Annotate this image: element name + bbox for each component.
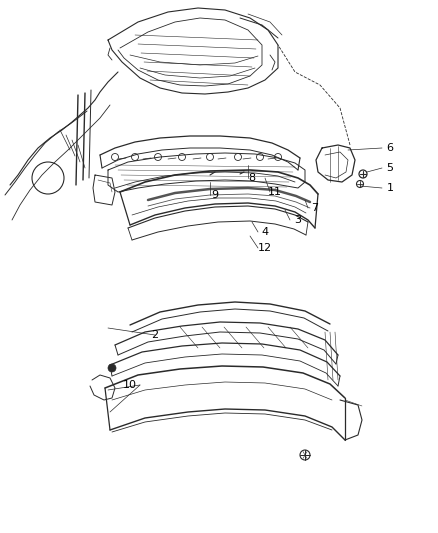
Text: 12: 12 bbox=[258, 243, 272, 253]
Text: 1: 1 bbox=[386, 183, 393, 193]
Text: 2: 2 bbox=[152, 330, 159, 340]
Text: 10: 10 bbox=[123, 380, 137, 390]
Circle shape bbox=[108, 364, 116, 372]
Text: 7: 7 bbox=[311, 203, 318, 213]
Text: 3: 3 bbox=[294, 215, 301, 225]
Text: 6: 6 bbox=[386, 143, 393, 153]
Text: 9: 9 bbox=[212, 190, 219, 200]
Text: 11: 11 bbox=[268, 187, 282, 197]
Text: 4: 4 bbox=[261, 227, 268, 237]
Text: 8: 8 bbox=[248, 173, 255, 183]
Text: 5: 5 bbox=[386, 163, 393, 173]
